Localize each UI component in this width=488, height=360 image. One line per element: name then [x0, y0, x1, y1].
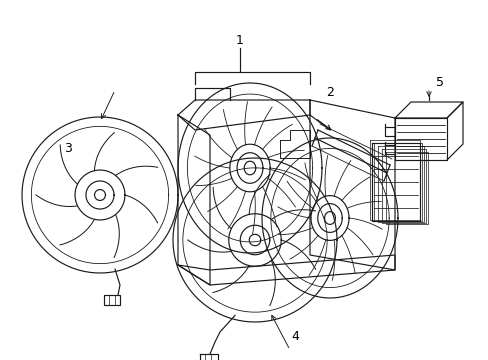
Text: 4: 4: [290, 329, 298, 342]
Text: 5: 5: [435, 77, 443, 90]
Text: 1: 1: [236, 33, 244, 46]
Text: 3: 3: [64, 141, 72, 154]
Text: 2: 2: [325, 85, 333, 99]
